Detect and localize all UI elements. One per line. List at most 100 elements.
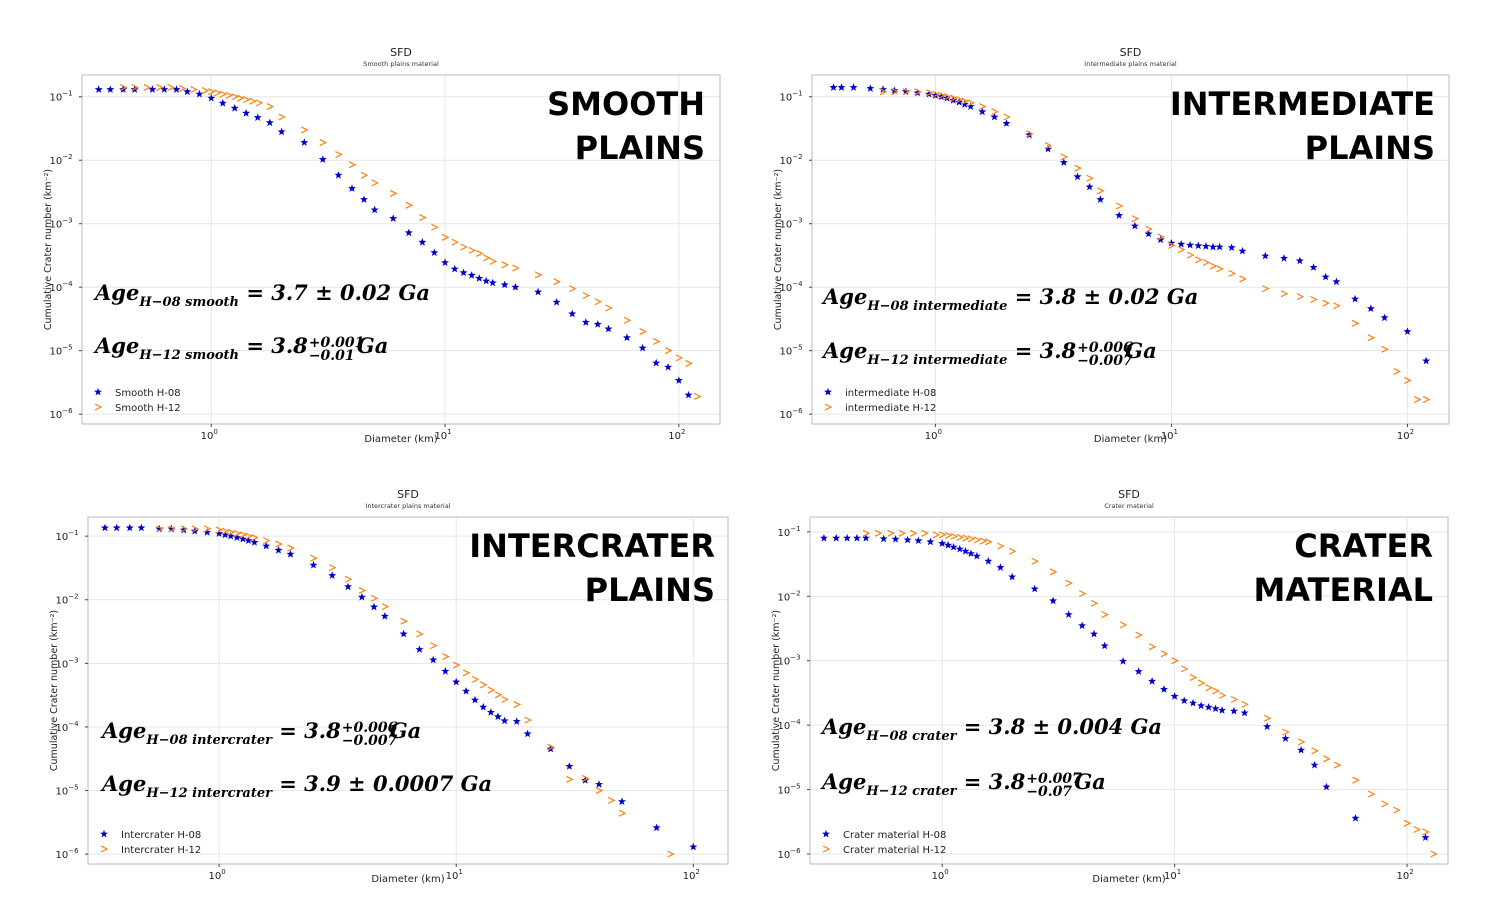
data-point-star (966, 102, 975, 110)
data-point-star (1078, 621, 1087, 630)
data-point-chevron (1381, 345, 1389, 353)
data-point-chevron (944, 531, 953, 539)
overlay-label: PLAINS (585, 571, 715, 609)
data-point-chevron (494, 691, 503, 699)
data-point-star (475, 274, 484, 282)
data-point-chevron (675, 354, 684, 362)
data-point-star (638, 343, 647, 352)
data-point-chevron (156, 525, 164, 533)
chart-title: SFD (1120, 46, 1142, 59)
data-point-chevron (441, 233, 450, 241)
data-point-chevron (1177, 246, 1186, 254)
data-point-star (462, 687, 470, 695)
y-tick-label: 10−4 (779, 280, 803, 294)
x-tick-label: 102 (1397, 428, 1414, 442)
data-point-star (486, 708, 495, 716)
data-point-star (318, 155, 327, 163)
data-point-chevron (1228, 269, 1237, 277)
data-point-chevron (1263, 714, 1272, 722)
data-point-chevron (1189, 673, 1198, 681)
data-point-star (674, 376, 683, 384)
data-point-star (471, 695, 479, 704)
data-point-star (903, 535, 912, 544)
data-point-chevron (962, 534, 970, 542)
data-point-chevron (932, 90, 940, 98)
data-point-star (866, 84, 875, 92)
data-point-star (832, 533, 841, 542)
y-axis-label: Cumulative Crater number (km⁻²) (49, 610, 60, 771)
data-point-star (849, 83, 858, 91)
y-tick-label: 10−2 (777, 589, 800, 603)
data-point-chevron (1403, 819, 1412, 827)
data-point-chevron (231, 93, 240, 101)
data-point-chevron (1131, 215, 1140, 223)
data-point-star (853, 533, 861, 542)
y-tick-label: 10−6 (777, 847, 801, 861)
chart-title: SFD (1118, 488, 1140, 501)
data-point-chevron (914, 88, 922, 96)
y-tick-label: 10−3 (779, 217, 802, 231)
x-tick-label: 100 (208, 868, 225, 882)
data-point-chevron (925, 89, 934, 97)
data-layer (94, 83, 702, 401)
data-point-star (1090, 629, 1098, 638)
data-point-chevron (973, 536, 982, 544)
data-point-chevron (1311, 747, 1319, 755)
data-point-star (837, 83, 846, 91)
data-point-star (1160, 685, 1168, 693)
data-point-chevron (389, 189, 398, 197)
data-point-star (482, 276, 491, 285)
y-tick-label: 10−3 (55, 656, 78, 670)
data-point-chevron (566, 775, 574, 783)
data-point-star (1002, 119, 1011, 127)
y-tick-label: 10−5 (777, 783, 800, 797)
chart-panel: 100 101 10210−110−210−310−410−510−6SFDCrat… (771, 488, 1449, 885)
y-tick-label: 10−3 (49, 217, 72, 231)
data-point-star (1351, 814, 1360, 822)
data-point-chevron (694, 392, 702, 401)
data-point-chevron (1367, 790, 1376, 798)
legend-label: Crater material H-12 (843, 845, 946, 856)
data-point-star (450, 264, 459, 273)
data-point-star (879, 534, 888, 543)
data-point-star (1201, 242, 1210, 250)
data-point-star (511, 283, 520, 291)
x-axis-label: Diameter (km) (1094, 434, 1167, 445)
age-unit: Ga (1074, 769, 1106, 794)
data-point-chevron (997, 542, 1005, 550)
data-point-star (1167, 238, 1176, 247)
data-point-star (233, 533, 241, 541)
data-point-chevron (225, 91, 234, 99)
chart-subtitle: Smooth plains material (363, 60, 439, 68)
legend-label: Crater material H-08 (843, 830, 946, 841)
y-tick-label: 10−3 (777, 654, 800, 668)
data-point-chevron (1202, 258, 1211, 267)
data-point-star (1321, 272, 1330, 281)
data-point-star (652, 358, 661, 367)
x-tick-label: 102 (1396, 868, 1413, 882)
data-point-star (990, 112, 999, 121)
data-point-chevron (1186, 251, 1195, 259)
data-point-star (500, 280, 509, 289)
data-point-chevron (1367, 334, 1376, 342)
data-point-chevron (301, 126, 309, 134)
age-annotation: AgeH−12 crater = 3.8 (820, 769, 1026, 799)
data-point-star (1025, 130, 1034, 139)
data-point-star (1119, 657, 1127, 665)
chart-title: SFD (390, 46, 412, 59)
age-annotation: AgeH−12 intercrater = 3.9 ± 0.0007 Ga (100, 771, 492, 801)
age-unit: Ga (357, 333, 389, 358)
data-point-chevron (219, 90, 228, 98)
data-point-star (277, 127, 286, 136)
data-point-chevron (1044, 142, 1053, 150)
data-point-star (459, 268, 468, 277)
data-point-chevron (1003, 113, 1011, 121)
data-point-chevron (471, 675, 480, 683)
data-point-chevron (1381, 800, 1389, 808)
data-point-chevron (452, 661, 461, 669)
data-point-chevron (1216, 265, 1224, 273)
data-point-star (1197, 701, 1206, 710)
data-point-chevron (1008, 547, 1017, 555)
data-point-chevron (319, 138, 328, 147)
data-point-chevron (1352, 776, 1360, 784)
